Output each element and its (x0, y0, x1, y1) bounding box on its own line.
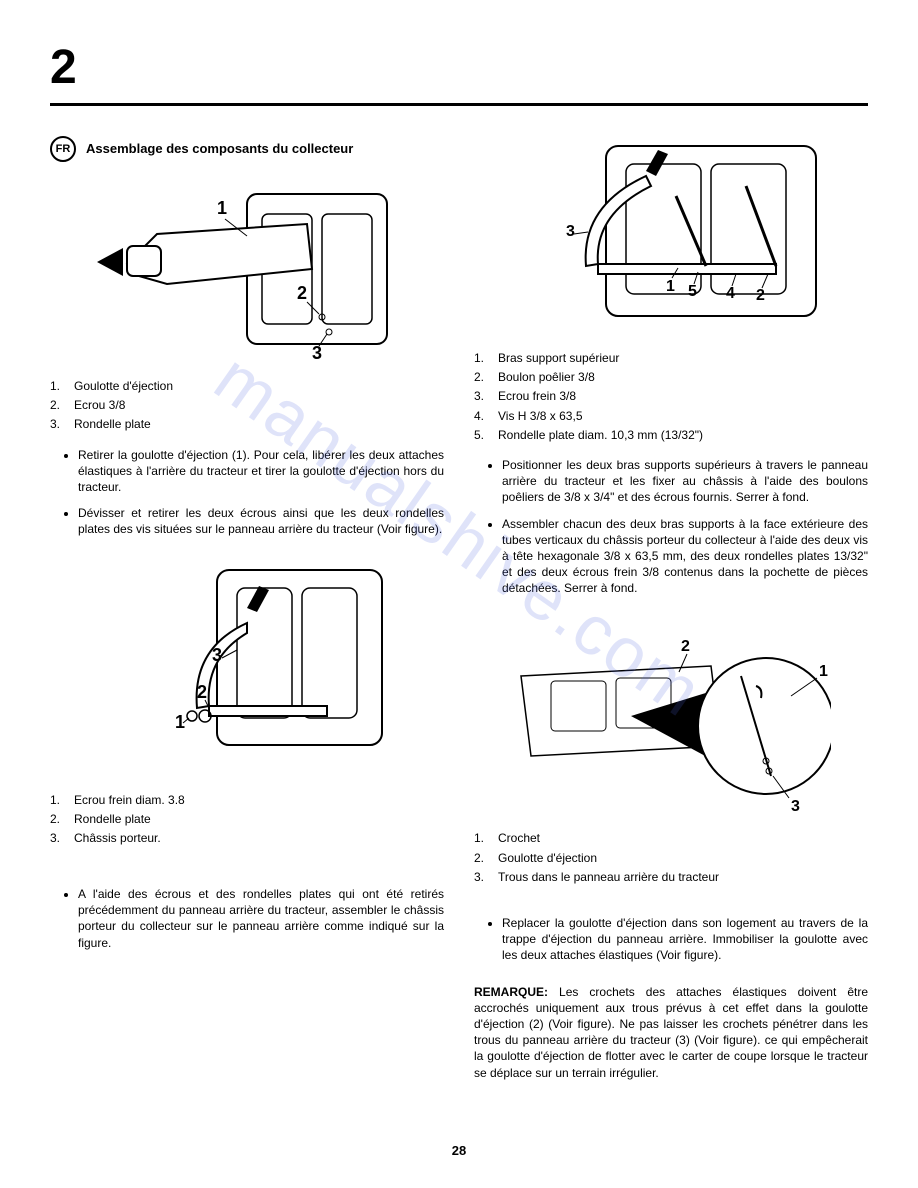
page-heading: Assemblage des composants du collecteur (86, 140, 353, 158)
svg-text:1: 1 (819, 663, 828, 680)
bullet-item: Replacer la goulotte d'éjection dans son… (502, 915, 868, 964)
legend-row: 1.Crochet (474, 830, 868, 846)
figure-3-legend: 1.Bras support supérieur 2.Boulon poêlie… (474, 350, 868, 443)
remark-label: REMARQUE: (474, 985, 548, 999)
figure-4-legend: 1.Crochet 2.Goulotte d'éjection 3.Trous … (474, 830, 868, 885)
legend-row: 2.Rondelle plate (50, 811, 444, 827)
callout-2b: 2 (197, 682, 207, 702)
page-columns: FR Assemblage des composants du collecte… (50, 136, 868, 1081)
figure-2: 3 2 1 (50, 558, 444, 778)
bullet-item: Assembler chacun des deux bras supports … (502, 516, 868, 597)
legend-row: 2.Ecrou 3/8 (50, 397, 444, 413)
figure-2-legend: 1.Ecrou frein diam. 3.8 2.Rondelle plate… (50, 792, 444, 847)
lang-badge-fr: FR (50, 136, 76, 162)
svg-text:2: 2 (756, 287, 765, 304)
legend-row: 1.Goulotte d'éjection (50, 378, 444, 394)
legend-row: 1.Bras support supérieur (474, 350, 868, 366)
bullet-list-1: Retirer la goulotte d'éjection (1). Pour… (50, 447, 444, 538)
callout-3: 3 (312, 343, 322, 363)
bullet-item: Positionner les deux bras supports supér… (502, 457, 868, 506)
legend-row: 4.Vis H 3/8 x 63,5 (474, 408, 868, 424)
legend-row: 3.Ecrou frein 3/8 (474, 388, 868, 404)
legend-row: 3.Trous dans le panneau arrière du tract… (474, 869, 868, 885)
bullet-item: Dévisser et retirer les deux écrous ains… (78, 505, 444, 537)
figure-1-legend: 1.Goulotte d'éjection 2.Ecrou 3/8 3.Rond… (50, 378, 444, 433)
legend-row: 2.Goulotte d'éjection (474, 850, 868, 866)
figure-3: 3 1 5 4 2 (474, 136, 868, 336)
remark-paragraph: REMARQUE: Les crochets des attaches élas… (474, 984, 868, 1081)
left-column: FR Assemblage des composants du collecte… (50, 136, 444, 1081)
svg-text:1: 1 (666, 278, 675, 295)
legend-row: 1.Ecrou frein diam. 3.8 (50, 792, 444, 808)
svg-text:5: 5 (688, 283, 697, 300)
divider (50, 103, 868, 106)
heading-row: FR Assemblage des composants du collecte… (50, 136, 444, 162)
legend-row: 5.Rondelle plate diam. 10,3 mm (13/32") (474, 427, 868, 443)
callout-3b: 3 (212, 645, 222, 665)
bullet-item: A l'aide des écrous et des rondelles pla… (78, 886, 444, 951)
legend-row: 2.Boulon poêlier 3/8 (474, 369, 868, 385)
bullet-list-3: Positionner les deux bras supports supér… (474, 457, 868, 597)
figure-1: 1 2 3 (50, 174, 444, 364)
legend-row: 3.Rondelle plate (50, 416, 444, 432)
figure-4: 2 1 3 (474, 616, 868, 816)
svg-text:2: 2 (681, 638, 690, 655)
bullet-item: Retirer la goulotte d'éjection (1). Pour… (78, 447, 444, 496)
svg-text:4: 4 (726, 285, 735, 302)
bullet-list-2: A l'aide des écrous et des rondelles pla… (50, 886, 444, 951)
right-column: 3 1 5 4 2 1.Bras support supérieur 2.Bou… (474, 136, 868, 1081)
callout-2: 2 (297, 283, 307, 303)
svg-text:3: 3 (791, 798, 800, 815)
legend-row: 3.Châssis porteur. (50, 830, 444, 846)
callout-1: 1 (217, 198, 227, 218)
bullet-list-4: Replacer la goulotte d'éjection dans son… (474, 915, 868, 964)
section-number: 2 (50, 40, 868, 95)
svg-text:3: 3 (566, 223, 575, 240)
page-number: 28 (0, 1143, 918, 1158)
